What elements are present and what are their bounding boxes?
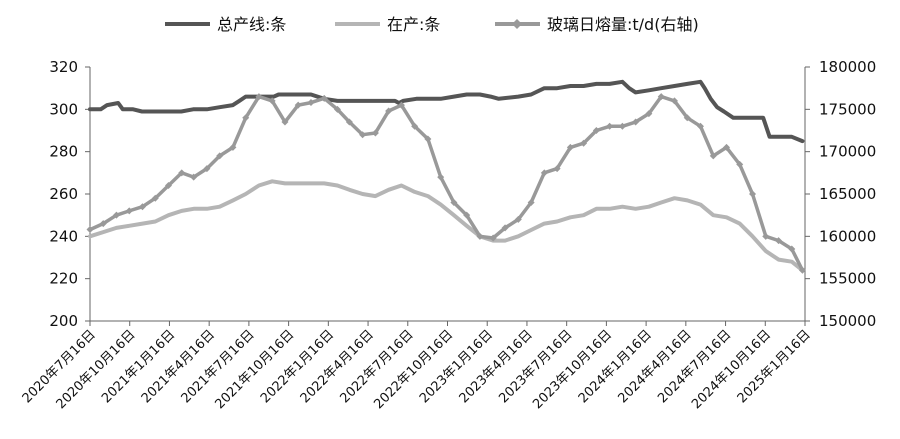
- right-tick-label: 160000: [819, 227, 876, 245]
- x-tick-label: 2024年7月16日: [655, 327, 734, 406]
- data-point: [489, 234, 497, 242]
- series-line-1: [88, 79, 805, 144]
- data-point: [618, 122, 626, 130]
- data-point: [762, 232, 770, 240]
- data-point: [424, 135, 432, 143]
- data-point: [540, 169, 548, 177]
- x-tick-label: 2023年7月16日: [496, 327, 575, 406]
- data-point: [216, 152, 224, 160]
- x-tick-label: 2024年4月16日: [616, 327, 695, 406]
- data-point: [164, 182, 172, 190]
- data-point: [606, 122, 614, 130]
- right-tick-label: 150000: [819, 312, 876, 330]
- series-line-3: [88, 94, 805, 272]
- legend-label: 在产:条: [387, 15, 440, 34]
- right-tick-label: 165000: [819, 185, 876, 203]
- data-point: [99, 220, 107, 228]
- x-tick-label: 2021年4月16日: [139, 327, 218, 406]
- data-point: [151, 194, 159, 202]
- x-tick-label: 2022年1月16日: [258, 327, 337, 406]
- data-point: [514, 215, 522, 223]
- left-tick-label: 280: [49, 143, 78, 161]
- series-line-2: [88, 179, 805, 273]
- data-point: [371, 129, 379, 137]
- x-tick-label: 2025年1月16日: [735, 327, 814, 406]
- legend: 总产线:条 在产:条 玻璃日熔量:t/d(右轴): [165, 15, 699, 34]
- data-point: [86, 226, 94, 234]
- data-point: [125, 207, 133, 215]
- data-point: [411, 122, 419, 130]
- data-point: [775, 237, 783, 245]
- data-point: [501, 224, 509, 232]
- data-point: [333, 105, 341, 113]
- data-point: [798, 266, 806, 274]
- data-point: [255, 93, 263, 101]
- data-point: [788, 245, 796, 253]
- data-point: [268, 97, 276, 105]
- left-tick-label: 260: [49, 185, 78, 203]
- legend-label: 玻璃日熔量:t/d(右轴): [547, 15, 699, 34]
- data-point: [203, 165, 211, 173]
- data-point: [580, 139, 588, 147]
- series-layer: [86, 79, 806, 274]
- data-point: [112, 211, 120, 219]
- left-tick-label: 240: [49, 227, 78, 245]
- data-point: [527, 198, 535, 206]
- data-point: [553, 165, 561, 173]
- left-tick-label: 320: [49, 58, 78, 76]
- data-point: [359, 131, 367, 139]
- right-tick-label: 180000: [819, 58, 876, 76]
- left-tick-label: 300: [49, 100, 78, 118]
- data-point: [320, 94, 328, 102]
- data-point: [307, 99, 315, 107]
- x-tick-label: 2022年4月16日: [298, 327, 377, 406]
- left-tick-label: 200: [49, 312, 78, 330]
- data-point: [645, 110, 653, 118]
- data-point: [463, 211, 471, 219]
- data-point: [138, 203, 146, 211]
- data-point: [749, 190, 757, 198]
- x-tick-label: 2021年7月16日: [179, 327, 258, 406]
- data-point: [683, 114, 691, 122]
- x-tick-label: 2023年4月16日: [457, 327, 536, 406]
- data-point: [294, 101, 302, 109]
- data-point: [190, 173, 198, 181]
- data-point: [242, 114, 250, 122]
- data-point: [657, 93, 665, 101]
- data-point: [229, 143, 237, 151]
- x-tick-label: 2022年7月16日: [337, 327, 416, 406]
- data-point: [566, 143, 574, 151]
- right-tick-label: 170000: [819, 143, 876, 161]
- data-point: [476, 232, 484, 240]
- data-point: [592, 127, 600, 134]
- data-point: [178, 169, 186, 177]
- data-point: [345, 118, 353, 126]
- data-point: [696, 122, 704, 130]
- left-tick-label: 220: [49, 270, 78, 288]
- data-point: [397, 101, 405, 109]
- x-tick-label: 2020年7月16日: [20, 327, 99, 406]
- data-point: [281, 118, 289, 126]
- x-tick-label: 2024年1月16日: [576, 327, 655, 406]
- right-tick-label: 155000: [819, 270, 876, 288]
- x-tick-label: 2021年1月16日: [99, 327, 178, 406]
- legend-marker-icon: [512, 19, 522, 29]
- data-point: [437, 173, 445, 181]
- x-tick-label: 2023年1月16日: [417, 327, 496, 406]
- data-point: [385, 107, 393, 115]
- data-point: [723, 143, 731, 151]
- data-point: [670, 97, 678, 105]
- data-point: [709, 152, 717, 160]
- legend-label: 总产线:条: [217, 15, 286, 34]
- data-point: [632, 118, 640, 126]
- data-point: [736, 160, 744, 168]
- right-tick-label: 175000: [819, 100, 876, 118]
- data-point: [450, 198, 458, 206]
